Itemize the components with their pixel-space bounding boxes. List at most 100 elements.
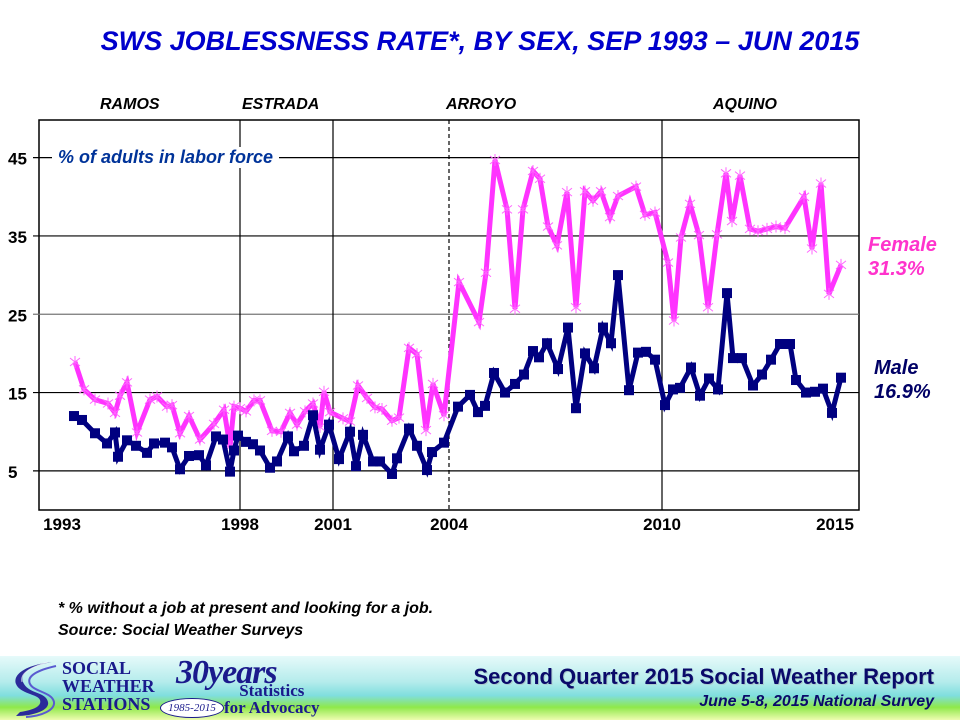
data-point (534, 172, 546, 185)
data-point (144, 393, 156, 406)
data-point (299, 440, 309, 451)
data-point (412, 440, 422, 451)
legend-female: Female 31.3% (868, 233, 937, 281)
data-point (131, 426, 143, 439)
data-point (542, 338, 552, 349)
y-tick-label: 45 (8, 150, 27, 169)
data-point (386, 414, 398, 427)
line-chart: 5 15 25 35 45 1993 1998 2001 2004 2010 2015 (8, 119, 860, 534)
data-point (806, 242, 818, 255)
data-point (801, 387, 811, 398)
data-point (713, 384, 723, 395)
data-point (675, 382, 685, 393)
data-point (337, 412, 349, 425)
data-point (78, 383, 90, 396)
data-point (393, 411, 405, 424)
data-point (527, 164, 539, 177)
data-point (473, 316, 485, 329)
legend-male: Male 16.9% (874, 356, 931, 404)
data-point (122, 435, 132, 446)
data-point (240, 405, 252, 418)
chart-title: SWS JOBLESSNESS RATE*, BY SEX, SEP 1993 … (100, 26, 860, 56)
data-point (284, 406, 296, 419)
data-point (113, 451, 123, 462)
data-point (109, 406, 121, 419)
legend-female-value: 31.3% (868, 258, 925, 280)
data-point (662, 256, 674, 269)
data-point (702, 301, 714, 314)
report-title: Second Quarter 2015 Social Weather Repor… (473, 664, 934, 689)
footnote-definition: * % without a job at present and looking… (58, 600, 434, 617)
data-point (720, 167, 732, 180)
data-point (668, 314, 680, 327)
data-point (791, 375, 801, 386)
data-point (307, 397, 319, 410)
data-point (704, 373, 714, 384)
data-point (686, 362, 696, 373)
data-point (453, 276, 465, 289)
data-point (561, 186, 573, 199)
anniversary-tagline: Statistics for Advocacy (224, 681, 320, 717)
data-point (639, 208, 651, 221)
data-point (69, 411, 79, 422)
data-point (211, 431, 221, 442)
sws-logo-icon (15, 661, 57, 718)
anniversary-range-badge: 1985-2015 (160, 698, 224, 718)
data-point (351, 461, 361, 472)
data-point (775, 339, 785, 350)
data-point (589, 363, 599, 374)
series-female (69, 153, 847, 453)
data-point (114, 389, 126, 402)
data-point (695, 390, 705, 401)
footnote: * % without a job at present and looking… (58, 598, 433, 642)
data-point (229, 445, 239, 456)
data-point (266, 424, 278, 437)
legend-male-value: 16.9% (874, 381, 931, 403)
report-subtitle: June 5-8, 2015 National Survey (699, 693, 934, 710)
data-point (352, 379, 364, 392)
administration-label-aquino: AQUINO (713, 96, 777, 113)
data-point (570, 301, 582, 314)
data-point (798, 190, 810, 203)
data-point (254, 394, 266, 407)
data-point (167, 442, 177, 453)
data-point (427, 377, 439, 390)
y-tick-label: 35 (8, 228, 27, 247)
data-point (595, 185, 607, 198)
data-point (612, 190, 624, 203)
y-tick-label: 25 (8, 306, 27, 325)
data-point (160, 437, 170, 448)
data-point (183, 410, 195, 423)
data-point (151, 390, 163, 403)
data-point (194, 450, 204, 461)
data-point (722, 288, 732, 299)
data-point (201, 460, 211, 471)
data-point (726, 215, 738, 228)
data-point (131, 440, 141, 451)
data-point (225, 466, 235, 477)
data-point (291, 418, 303, 431)
administration-label-estrada: ESTRADA (242, 96, 320, 113)
data-point (519, 369, 529, 380)
data-point (835, 258, 847, 271)
data-point (630, 180, 642, 193)
data-point (248, 439, 258, 450)
data-point (766, 354, 776, 365)
data-point (500, 387, 510, 398)
y-axis-unit-label: % of adults in labor force (52, 147, 280, 168)
data-point (358, 429, 368, 440)
data-point (580, 348, 590, 359)
data-point (411, 348, 423, 361)
data-point (785, 339, 795, 350)
data-point (289, 446, 299, 457)
data-point (711, 228, 723, 241)
data-point (650, 354, 660, 365)
data-point (517, 203, 529, 216)
data-point (241, 436, 251, 447)
data-point (473, 407, 483, 418)
data-point (810, 386, 820, 397)
data-point (827, 407, 837, 418)
data-point (815, 177, 827, 190)
data-point (272, 456, 282, 467)
data-point (737, 353, 747, 364)
